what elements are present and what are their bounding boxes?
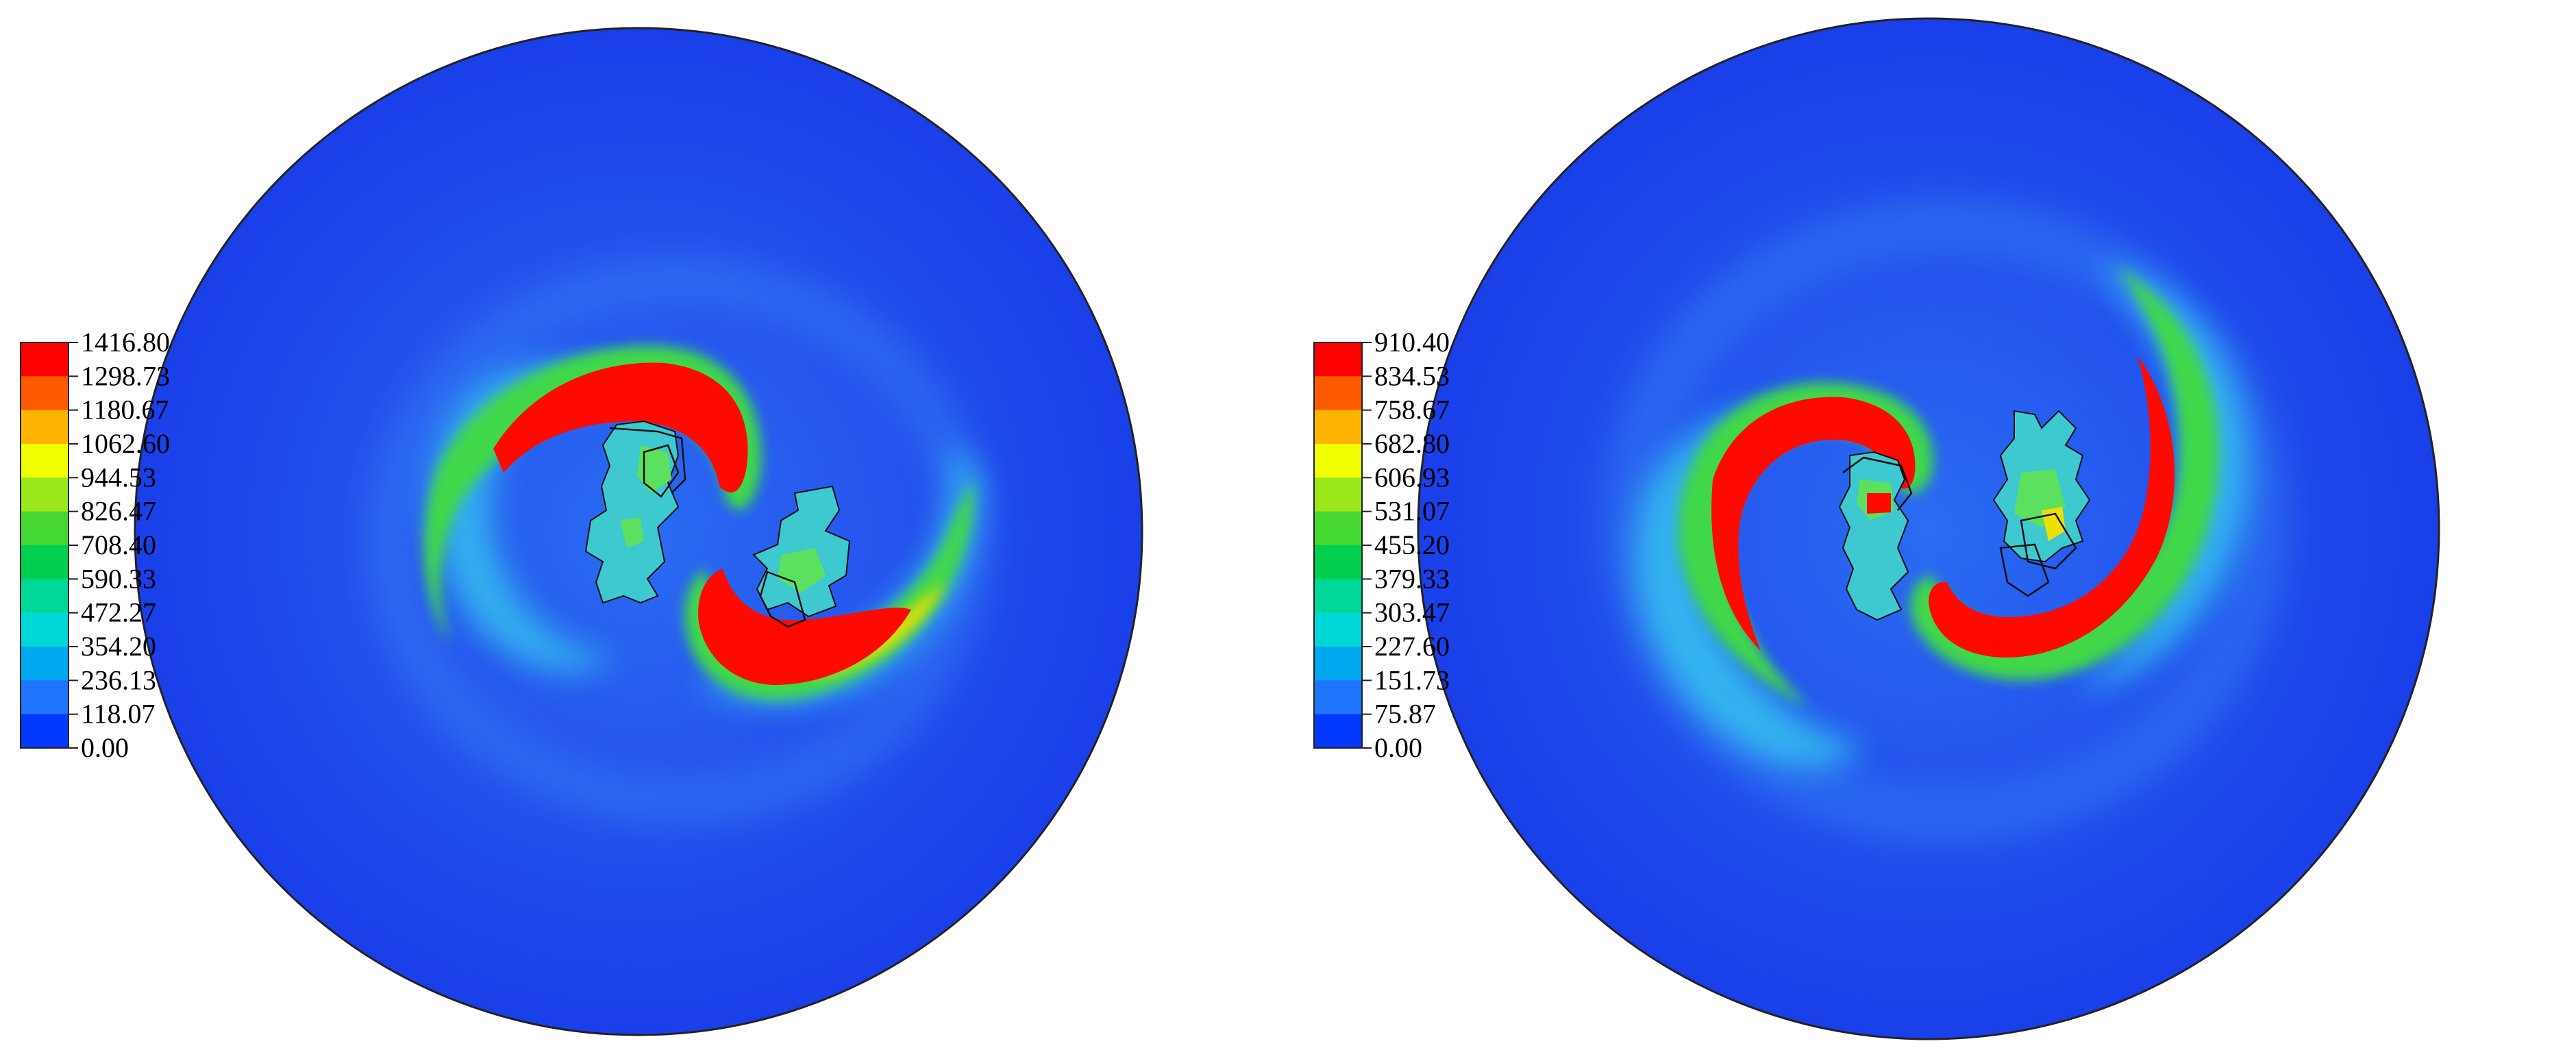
colorbar-segment (21, 545, 69, 579)
colorbar-segment (1314, 680, 1362, 715)
colorbar-segment (1314, 342, 1362, 377)
colorbar-label: 0.00 (81, 732, 129, 763)
colorbar-segment (21, 714, 69, 749)
colorbar-segment (21, 477, 69, 512)
colorbar-label: 0.00 (1374, 732, 1422, 763)
colorbar-label: 758.67 (1374, 395, 1450, 425)
colorbar-label: 834.53 (1374, 360, 1450, 391)
colorbar-label: 531.07 (1374, 496, 1450, 527)
left-panel: 1416.80 1298.73 1180.67 1062.60 944.53 826.47… (20, 27, 1143, 1036)
colorbar-label: 75.87 (1374, 699, 1436, 729)
colorbar-segment (1314, 511, 1362, 546)
colorbar-segment (1314, 410, 1362, 445)
colorbar-segment (21, 444, 69, 478)
right-disc (1418, 18, 2439, 1039)
colorbar-label: 303.47 (1374, 597, 1450, 628)
colorbar-segment (21, 410, 69, 445)
colorbar-segment (21, 612, 69, 647)
colorbar-label: 606.93 (1374, 462, 1450, 492)
colorbar-label: 1416.80 (81, 327, 170, 358)
colorbar-label: 455.20 (1374, 529, 1450, 560)
colorbar-label: 1298.73 (81, 360, 170, 391)
colorbar-label: 379.33 (1374, 563, 1450, 594)
colorbar-label: 151.73 (1374, 664, 1450, 695)
colorbar-label: 118.07 (81, 699, 156, 729)
colorbar-segment (1314, 444, 1362, 478)
colorbar-segment (1314, 477, 1362, 512)
colorbar-label: 1180.67 (81, 395, 169, 425)
colorbar-label: 708.40 (81, 529, 156, 560)
colorbar-segment (21, 680, 69, 715)
colorbar-label: 682.80 (1374, 428, 1450, 459)
colorbar-label: 472.27 (81, 597, 156, 628)
colorbar-segment (21, 342, 69, 377)
colorbar-label: 826.47 (81, 496, 156, 527)
colorbar-segment (1314, 612, 1362, 647)
colorbar-segment (1314, 714, 1362, 749)
colorbar-label: 590.33 (81, 563, 156, 594)
right-right-arm-core (1929, 356, 2175, 658)
colorbar-segment (21, 511, 69, 546)
left-lower-arm-core (698, 569, 911, 685)
colorbar-label: 944.53 (81, 462, 156, 492)
colorbar-label: 1062.60 (81, 428, 170, 459)
colorbar-label: 236.13 (81, 664, 156, 695)
colorbar-segment (1314, 545, 1362, 579)
colorbar-segment (1314, 647, 1362, 681)
colorbar-label: 910.40 (1374, 327, 1450, 358)
colorbar-segment (1314, 579, 1362, 614)
colorbar-label: 227.60 (1374, 631, 1450, 662)
right-left-arm-core (1711, 397, 1916, 651)
right-panel: 910.40 834.53 758.67 682.80 606.93 531.07 455.… (1288, 0, 2576, 1061)
colorbar-segment (1314, 376, 1362, 411)
colorbar-label: 354.20 (81, 631, 156, 662)
colorbar-segment (21, 647, 69, 681)
colorbar-segment (21, 376, 69, 411)
colorbar-segment (21, 579, 69, 614)
left-upper-arm-core (493, 362, 748, 492)
